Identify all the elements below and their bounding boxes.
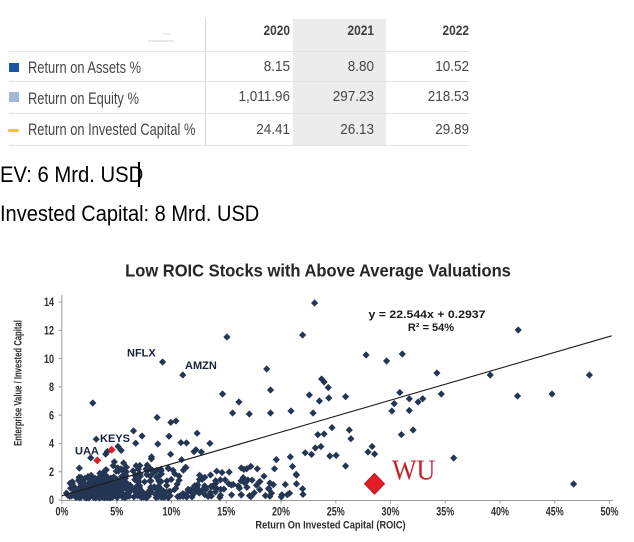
svg-text:2: 2 xyxy=(49,466,54,480)
svg-text:25%: 25% xyxy=(327,505,345,519)
svg-text:14: 14 xyxy=(44,296,54,310)
svg-text:0: 0 xyxy=(49,494,54,508)
svg-text:40%: 40% xyxy=(491,505,509,519)
svg-text:R² = 54%: R² = 54% xyxy=(408,322,454,334)
svg-text:10%: 10% xyxy=(163,505,181,519)
svg-text:Low ROIC Stocks with Above Ave: Low ROIC Stocks with Above Average Valua… xyxy=(125,261,511,281)
svg-text:y = 22.544x + 0.2937: y = 22.544x + 0.2937 xyxy=(369,309,486,321)
svg-text:35%: 35% xyxy=(436,505,454,519)
svg-text:KEYS: KEYS xyxy=(100,433,130,445)
svg-text:WU: WU xyxy=(392,455,435,486)
svg-text:15%: 15% xyxy=(217,505,235,519)
svg-text:0%: 0% xyxy=(56,505,69,519)
svg-text:4: 4 xyxy=(49,437,54,451)
svg-text:NFLX: NFLX xyxy=(127,348,156,360)
svg-text:8: 8 xyxy=(49,381,54,395)
svg-text:UAA: UAA xyxy=(75,446,99,458)
svg-text:12: 12 xyxy=(44,324,54,338)
svg-text:Enterprise Value / Invested Ca: Enterprise Value / Invested Capital xyxy=(12,320,25,446)
svg-text:5%: 5% xyxy=(110,505,123,519)
svg-text:10: 10 xyxy=(44,353,54,367)
svg-text:6: 6 xyxy=(49,409,54,423)
svg-text:45%: 45% xyxy=(546,505,564,519)
svg-text:50%: 50% xyxy=(601,505,619,519)
svg-text:20%: 20% xyxy=(272,505,290,519)
svg-text:AMZN: AMZN xyxy=(185,360,217,372)
svg-text:Return On Invested Capital (RO: Return On Invested Capital (ROIC) xyxy=(255,520,405,532)
svg-text:30%: 30% xyxy=(382,505,400,519)
